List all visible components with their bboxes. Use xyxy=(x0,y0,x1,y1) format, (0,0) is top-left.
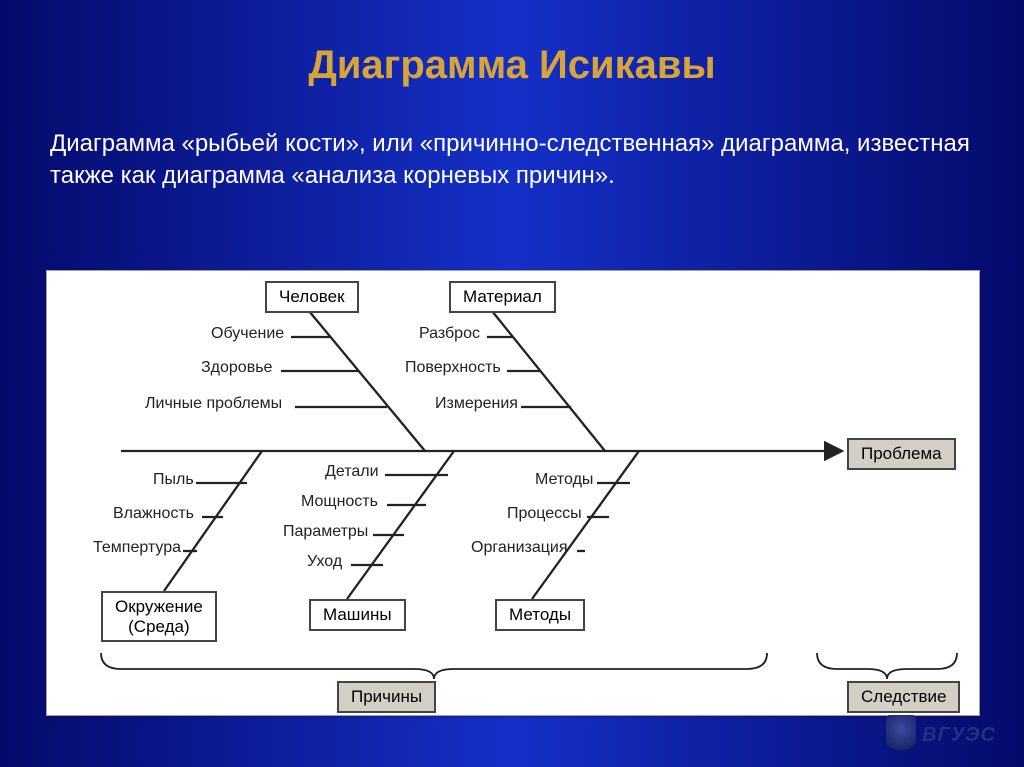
diagram-box: Проблема xyxy=(847,438,956,470)
diagram-box: Материал xyxy=(449,281,556,313)
cause-label: Измерения xyxy=(435,395,518,413)
cause-label: Пыль xyxy=(153,471,194,489)
logo: ВГУЭС xyxy=(886,715,996,755)
slide-title: Диаграмма Исикавы xyxy=(0,43,1024,88)
diagram-box: Окружение(Среда) xyxy=(101,591,217,642)
cause-label: Параметры xyxy=(283,523,368,541)
diagram-box: Следствие xyxy=(847,681,960,713)
cause-label: Разброс xyxy=(419,325,480,343)
diagram-panel: Проблема Человек Обучение Здоровье Личные пр… xyxy=(46,270,980,716)
diagram-box: Человек xyxy=(265,281,359,313)
cause-label: Влажность xyxy=(113,505,194,523)
cause-label: Здоровье xyxy=(201,359,272,377)
cause-label: Личные проблемы xyxy=(145,395,282,413)
fishbone-svg xyxy=(47,271,979,715)
slide: Диаграмма Исикавы Диаграмма «рыбьей кост… xyxy=(0,0,1024,767)
cause-label: Детали xyxy=(325,463,379,481)
cause-label: Обучение xyxy=(211,325,284,343)
cause-label: Мощность xyxy=(301,493,378,511)
cause-label: Методы xyxy=(535,471,593,489)
cause-label: Организация xyxy=(471,539,568,557)
diagram-box: Методы xyxy=(495,599,585,631)
cause-label: Процессы xyxy=(507,505,582,523)
diagram-box: Машины xyxy=(309,599,406,631)
slide-description: Диаграмма «рыбьей кости», или «причинно-… xyxy=(50,128,970,193)
cause-label: Поверхность xyxy=(405,359,501,377)
logo-emblem-icon xyxy=(886,715,916,755)
cause-label: Уход xyxy=(307,553,342,571)
cause-label: Темпертура xyxy=(93,539,181,557)
logo-text: ВГУЭС xyxy=(922,724,996,747)
diagram-box: Причины xyxy=(337,681,436,713)
